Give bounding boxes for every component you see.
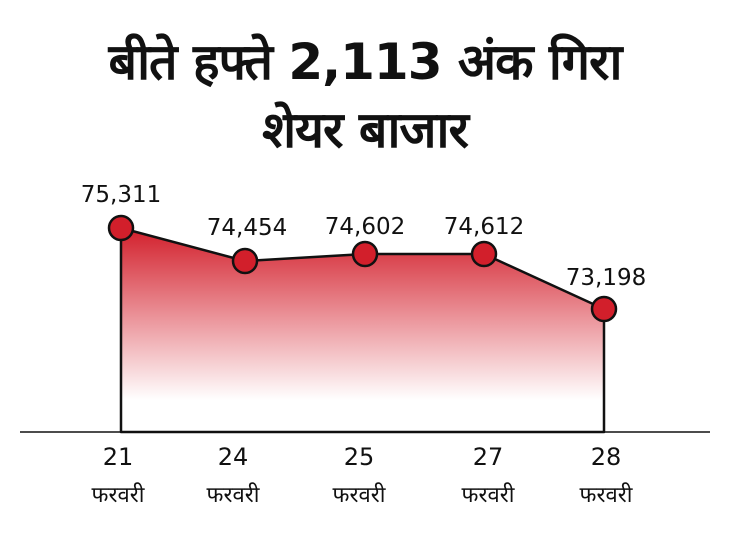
x-tick-month: फरवरी — [92, 482, 145, 508]
data-label: 74,454 — [207, 215, 287, 241]
data-point-marker[interactable] — [351, 240, 379, 268]
data-point-marker[interactable] — [231, 247, 259, 275]
x-tick-day: 25 — [344, 443, 375, 471]
x-tick-day: 28 — [591, 443, 622, 471]
data-label: 74,602 — [325, 214, 405, 240]
x-tick-month: फरवरी — [333, 482, 386, 508]
data-point-marker[interactable] — [107, 214, 135, 242]
x-tick-day: 27 — [473, 443, 504, 471]
chart-title-line-1: बीते हफ्ते 2,113 अंक गिरा — [108, 33, 623, 91]
data-point-marker[interactable] — [470, 240, 498, 268]
x-tick-month: फरवरी — [207, 482, 260, 508]
data-point-marker[interactable] — [590, 295, 618, 323]
x-tick-month: फरवरी — [580, 482, 633, 508]
data-label: 74,612 — [444, 214, 524, 240]
x-tick-day: 21 — [103, 443, 134, 471]
x-tick-month: फरवरी — [462, 482, 515, 508]
data-label: 75,311 — [81, 182, 161, 208]
chart-title-line-2: शेयर बाजार — [262, 101, 469, 159]
data-label: 73,198 — [566, 265, 646, 291]
x-tick-day: 24 — [218, 443, 249, 471]
